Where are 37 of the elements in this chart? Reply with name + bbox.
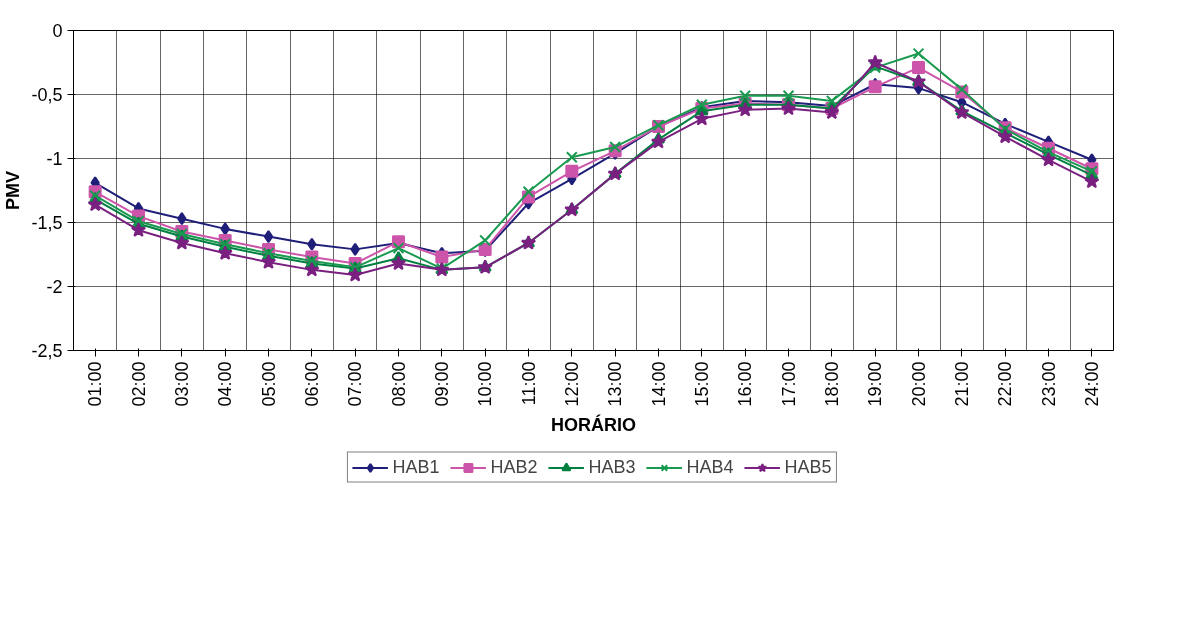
legend-label: HAB3 bbox=[588, 456, 636, 478]
x-tick-label: 21:00 bbox=[951, 361, 972, 407]
x-tick-label: 22:00 bbox=[995, 361, 1016, 407]
x-tick-label: 13:00 bbox=[605, 361, 626, 407]
x-tick-label: 14:00 bbox=[648, 361, 669, 407]
x-tick-label: 24:00 bbox=[1081, 361, 1102, 407]
x-tick-label: 23:00 bbox=[1038, 361, 1059, 407]
x-tick-label: 16:00 bbox=[735, 361, 756, 407]
x-tick-label: 15:00 bbox=[691, 361, 712, 407]
x-tick-label: 06:00 bbox=[301, 361, 322, 407]
legend-label: HAB4 bbox=[686, 456, 734, 478]
x-tick-label: 11:00 bbox=[518, 361, 539, 406]
x-tick-label: 20:00 bbox=[908, 361, 929, 407]
y-tick-label: -2,5 bbox=[31, 341, 63, 361]
x-tick-label: 07:00 bbox=[345, 361, 366, 407]
x-tick-label: 08:00 bbox=[388, 361, 409, 407]
x-tick-label: 17:00 bbox=[778, 361, 799, 407]
x-tick-label: 10:00 bbox=[475, 361, 496, 407]
x-axis-title: HORÁRIO bbox=[551, 413, 636, 435]
x-tick-label: 09:00 bbox=[431, 361, 452, 407]
x-tick-label: 02:00 bbox=[128, 361, 149, 407]
x-tick-label: 05:00 bbox=[258, 361, 279, 407]
x-tick-label: 01:00 bbox=[85, 361, 106, 407]
x-tick-label: 04:00 bbox=[215, 361, 236, 407]
y-tick-label: 0 bbox=[52, 21, 63, 41]
y-tick-label: -1,5 bbox=[31, 213, 63, 233]
legend-label: HAB5 bbox=[784, 456, 832, 478]
x-tick-label: 12:00 bbox=[561, 361, 582, 407]
y-tick-label: -0,5 bbox=[31, 85, 63, 105]
x-tick-label: 03:00 bbox=[171, 361, 192, 407]
legend-label: HAB2 bbox=[490, 456, 538, 478]
x-tick-label: 18:00 bbox=[821, 361, 842, 407]
y-tick-label: -2 bbox=[46, 277, 63, 297]
y-tick-label: -1 bbox=[46, 149, 63, 169]
legend-label: HAB1 bbox=[392, 456, 440, 478]
y-axis-title: PMV bbox=[3, 170, 24, 210]
x-tick-label: 19:00 bbox=[865, 361, 886, 407]
